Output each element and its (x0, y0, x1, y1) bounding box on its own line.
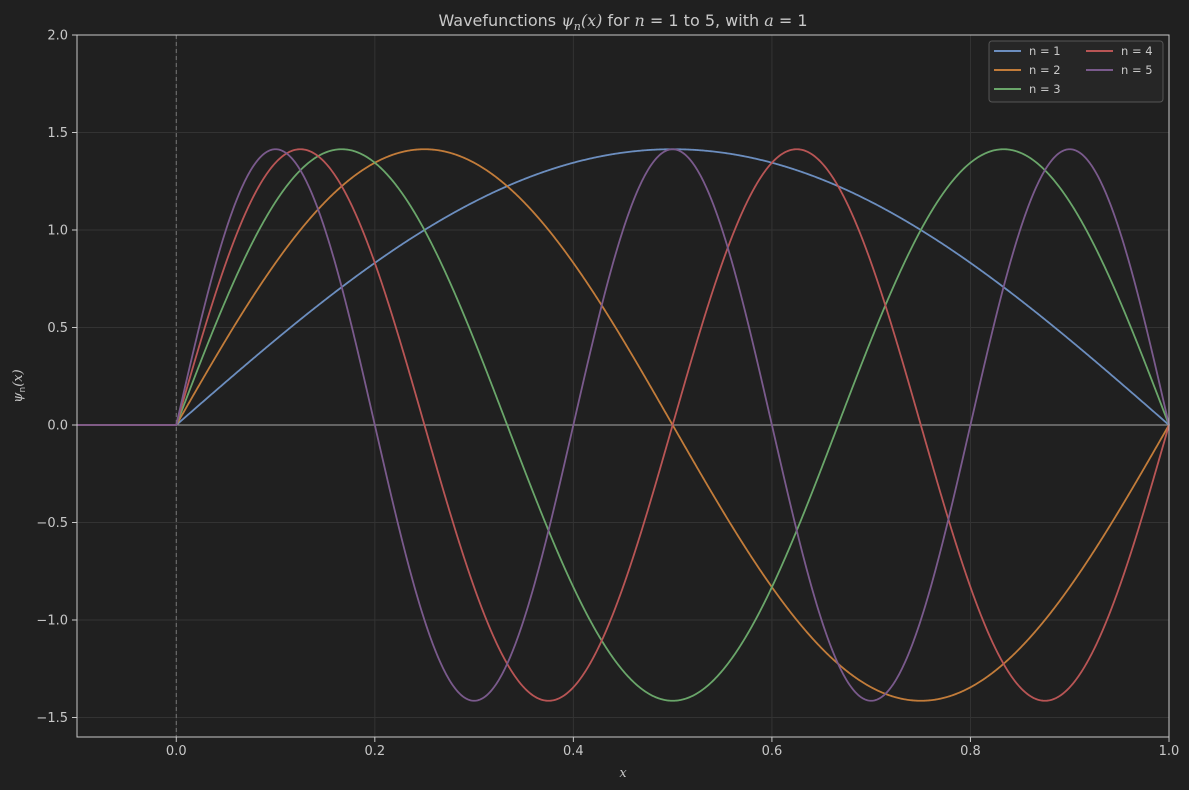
x-tick-label-2: 0.4 (563, 744, 584, 759)
y-tick-label-0: −1.5 (36, 711, 68, 726)
x-tick-label-1: 0.2 (364, 744, 385, 759)
y-tick-label-1: −1.0 (36, 614, 68, 629)
plot-frame (76, 34, 1170, 738)
legend-label-n4: n = 4 (1121, 44, 1153, 58)
chart-title: Wavefunctions ψn(x) for n = 1 to 5, with… (438, 11, 807, 33)
reference-lines (77, 35, 1169, 737)
series-line-n4 (77, 148, 1170, 702)
series-line-n1 (77, 148, 1170, 426)
legend-items: n = 1 n = 2 n = 3 n = 4 n = 5 (994, 44, 1153, 96)
y-axis-ticks: −1.5 −1.0 −0.5 0.0 0.5 1.0 1.5 2.0 (36, 29, 77, 726)
x-tick-label-5: 1.0 (1159, 744, 1180, 759)
x-axis-label: x (619, 766, 627, 781)
y-tick-label-7: 2.0 (47, 29, 68, 44)
series-line-n5 (77, 148, 1170, 702)
x-tick-label-0: 0.0 (166, 744, 187, 759)
x-tick-label-3: 0.6 (762, 744, 783, 759)
legend-label-n3: n = 3 (1029, 82, 1061, 96)
y-tick-label-3: 0.0 (47, 419, 68, 434)
series-line-n2 (77, 148, 1170, 702)
series-lines (77, 148, 1170, 702)
y-axis-label: ψn(x) (11, 369, 28, 402)
legend: n = 1 n = 2 n = 3 n = 4 n = 5 (988, 40, 1164, 103)
legend-label-n5: n = 5 (1121, 63, 1153, 77)
series-line-n3 (77, 148, 1170, 702)
legend-box (988, 40, 1164, 103)
legend-label-n1: n = 1 (1029, 44, 1061, 58)
y-tick-label-5: 1.0 (47, 224, 68, 239)
y-tick-label-4: 0.5 (47, 321, 68, 336)
y-tick-label-6: 1.5 (47, 126, 68, 141)
x-axis-ticks: 0.0 0.2 0.4 0.6 0.8 1.0 (166, 737, 1179, 759)
y-tick-label-2: −0.5 (36, 516, 68, 531)
legend-label-n2: n = 2 (1029, 63, 1061, 77)
x-tick-label-4: 0.8 (960, 744, 981, 759)
